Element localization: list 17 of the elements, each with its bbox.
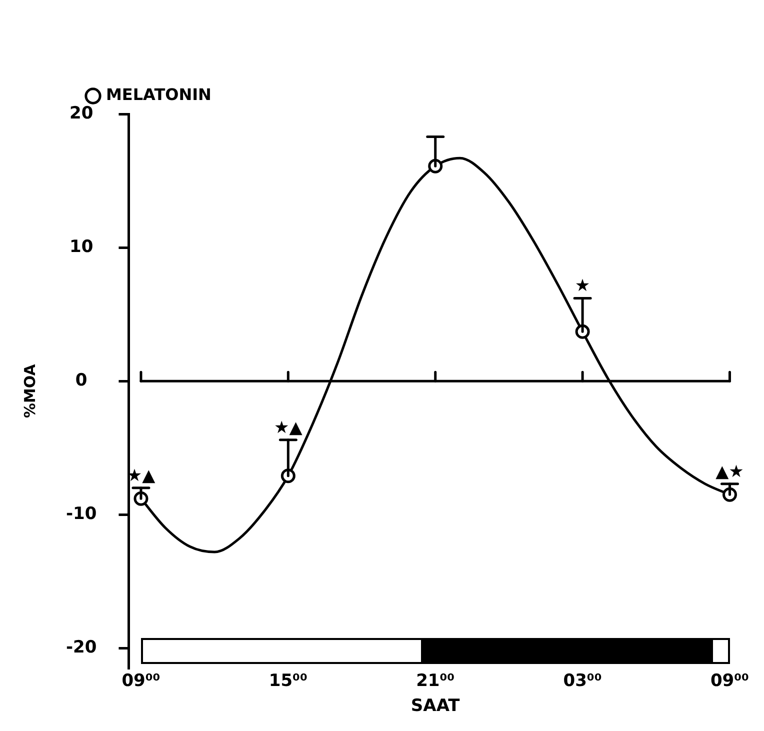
y-tick-label: 20 bbox=[70, 103, 94, 124]
y-tick-label: -20 bbox=[66, 638, 97, 658]
y-axis-title: %MOA bbox=[20, 364, 39, 418]
annotation: ★▲ bbox=[274, 418, 304, 438]
annotation: ★▲ bbox=[126, 466, 156, 486]
legend-label: MELATONIN bbox=[106, 85, 212, 104]
x-tick-label: 15⁰⁰ bbox=[268, 670, 308, 691]
x-tick-label: 09⁰⁰ bbox=[710, 670, 750, 691]
x-tick-label: 03⁰⁰ bbox=[563, 670, 602, 691]
y-tick-label: 0 bbox=[75, 370, 88, 391]
x-axis-title: SAAT bbox=[410, 696, 460, 716]
y-tick-label: 10 bbox=[70, 236, 94, 257]
x-tick-label: 21⁰⁰ bbox=[416, 670, 455, 691]
annotation: ★ bbox=[574, 276, 590, 296]
annotation: ▲★ bbox=[716, 462, 744, 482]
x-tick-label: 09⁰⁰ bbox=[122, 670, 160, 691]
y-tick-label: -10 bbox=[66, 504, 97, 524]
